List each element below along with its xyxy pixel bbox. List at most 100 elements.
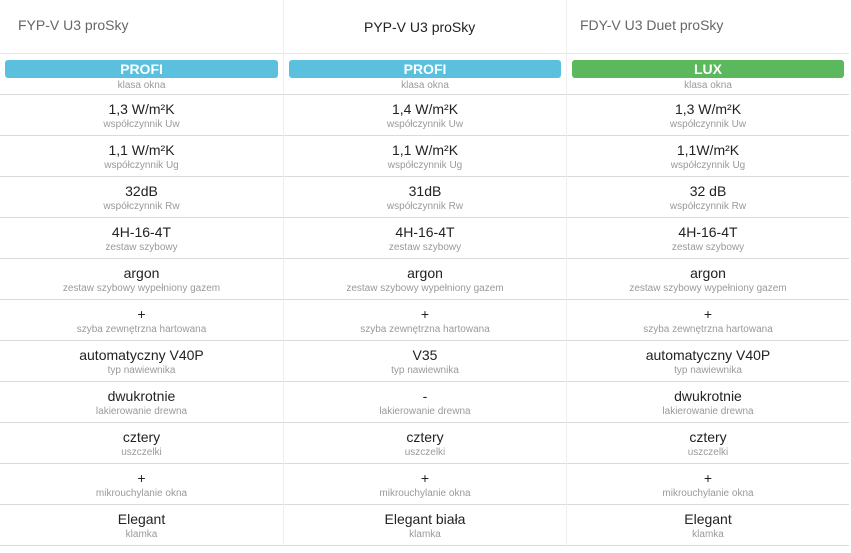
spec-label: klasa okna	[684, 80, 732, 91]
spec-label: uszczelki	[687, 447, 729, 458]
spec-value: Elegant biała	[384, 511, 466, 527]
spec-label: uszczelki	[404, 447, 446, 458]
spec-label: typ nawiewnika	[674, 365, 742, 376]
spec-value: 4H-16-4T	[395, 224, 455, 240]
spec-value: +	[137, 306, 146, 322]
spec-cell: V35 typ nawiewnika	[284, 341, 566, 382]
spec-label: współczynnik Ug	[104, 160, 179, 171]
spec-label: szyba zewnętrzna hartowana	[360, 324, 490, 335]
spec-cell: cztery uszczelki	[567, 423, 849, 464]
spec-label: lakierowanie drewna	[379, 406, 471, 417]
spec-value: 32dB	[125, 183, 158, 199]
spec-cell: 4H-16-4T zestaw szybowy	[0, 218, 283, 259]
spec-value: 1,1W/m²K	[676, 142, 740, 158]
spec-value: 1,4 W/m²K	[391, 101, 459, 117]
spec-label: współczynnik Rw	[386, 201, 464, 212]
spec-cell: argon zestaw szybowy wypełniony gazem	[567, 259, 849, 300]
spec-cell: 4H-16-4T zestaw szybowy	[567, 218, 849, 259]
spec-cell: klasa okna	[0, 80, 283, 95]
spec-label: zestaw szybowy	[105, 242, 178, 253]
spec-value: cztery	[689, 429, 727, 445]
spec-cell: + szyba zewnętrzna hartowana	[284, 300, 566, 341]
spec-cell: dwukrotnie lakierowanie drewna	[567, 382, 849, 423]
spec-cell: + szyba zewnętrzna hartowana	[567, 300, 849, 341]
spec-value: -	[422, 388, 428, 404]
spec-label: zestaw szybowy	[671, 242, 745, 253]
class-badge-wrap: PROFI	[284, 54, 566, 80]
spec-label: klamka	[692, 529, 724, 540]
spec-label: lakierowanie drewna	[662, 406, 754, 417]
spec-value: +	[703, 470, 713, 486]
spec-cell: + mikrouchylanie okna	[0, 464, 283, 505]
class-badge-wrap: LUX	[567, 54, 849, 80]
spec-label: mikrouchylanie okna	[379, 488, 471, 499]
product-title[interactable]: FYP-V U3 proSky	[0, 0, 283, 54]
product-column-2: PYP-V U3 proSky PROFI klasa okna 1,4 W/m²K w…	[283, 0, 566, 546]
spec-cell: 1,3 W/m²K współczynnik Uw	[0, 95, 283, 136]
spec-value: +	[703, 306, 713, 322]
spec-value: automatyczny V40P	[645, 347, 771, 363]
spec-cell: Elegant klamka	[0, 505, 283, 546]
spec-cell: + szyba zewnętrzna hartowana	[0, 300, 283, 341]
spec-label: współczynnik Uw	[103, 119, 180, 130]
spec-label: typ nawiewnika	[107, 365, 176, 376]
spec-value: argon	[123, 265, 160, 281]
product-title[interactable]: FDY-V U3 Duet proSky	[567, 0, 849, 54]
spec-cell: argon zestaw szybowy wypełniony gazem	[0, 259, 283, 300]
spec-cell: 1,1W/m²K współczynnik Ug	[567, 136, 849, 177]
spec-value: 1,3 W/m²K	[674, 101, 742, 117]
spec-cell: Elegant klamka	[567, 505, 849, 546]
spec-cell: automatyczny V40P typ nawiewnika	[0, 341, 283, 382]
spec-value: cztery	[122, 429, 161, 445]
spec-label: współczynnik Uw	[386, 119, 464, 130]
spec-cell: Elegant biała klamka	[284, 505, 566, 546]
product-column-1: FYP-V U3 proSky PROFI klasa okna 1,3 W/m²K w…	[0, 0, 283, 546]
spec-label: zestaw szybowy wypełniony gazem	[629, 283, 787, 294]
spec-label: szyba zewnętrzna hartowana	[643, 324, 773, 335]
spec-value: +	[137, 470, 146, 486]
spec-cell: cztery uszczelki	[284, 423, 566, 464]
window-class-badge: PROFI	[5, 60, 278, 78]
spec-value: 4H-16-4T	[111, 224, 172, 240]
spec-label: zestaw szybowy	[388, 242, 462, 253]
spec-cell: 1,1 W/m²K współczynnik Ug	[0, 136, 283, 177]
spec-label: współczynnik Rw	[103, 201, 180, 212]
spec-value: 31dB	[408, 183, 442, 199]
spec-cell: dwukrotnie lakierowanie drewna	[0, 382, 283, 423]
spec-value: argon	[690, 265, 726, 281]
spec-cell: automatyczny V40P typ nawiewnika	[567, 341, 849, 382]
spec-label: mikrouchylanie okna	[662, 488, 754, 499]
spec-value: Elegant	[117, 511, 166, 527]
product-title[interactable]: PYP-V U3 proSky	[284, 0, 566, 54]
spec-cell: klasa okna	[284, 80, 566, 95]
spec-value: 1,1 W/m²K	[108, 142, 175, 158]
spec-value: Elegant	[684, 511, 732, 527]
spec-value: +	[420, 306, 430, 322]
product-column-3: FDY-V U3 Duet proSky LUX klasa okna 1,3 W/m…	[566, 0, 849, 546]
spec-cell: 1,4 W/m²K współczynnik Uw	[284, 95, 566, 136]
spec-value: +	[420, 470, 430, 486]
spec-cell: 31dB współczynnik Rw	[284, 177, 566, 218]
spec-label: klasa okna	[117, 80, 166, 91]
spec-label: klamka	[409, 529, 441, 540]
spec-label: współczynnik Ug	[670, 160, 746, 171]
window-class-badge: LUX	[572, 60, 844, 78]
window-class-badge: PROFI	[289, 60, 561, 78]
spec-label: klamka	[125, 529, 158, 540]
spec-label: zestaw szybowy wypełniony gazem	[346, 283, 504, 294]
spec-cell: - lakierowanie drewna	[284, 382, 566, 423]
spec-label: uszczelki	[121, 447, 162, 458]
spec-value: dwukrotnie	[107, 388, 176, 404]
spec-label: współczynnik Uw	[669, 119, 747, 130]
spec-cell: 4H-16-4T zestaw szybowy	[284, 218, 566, 259]
spec-cell: 32 dB współczynnik Rw	[567, 177, 849, 218]
spec-cell: 32dB współczynnik Rw	[0, 177, 283, 218]
class-badge-wrap: PROFI	[0, 54, 283, 80]
spec-value: 1,3 W/m²K	[108, 101, 175, 117]
spec-value: 32 dB	[689, 183, 727, 199]
spec-label: współczynnik Rw	[669, 201, 747, 212]
spec-label: szyba zewnętrzna hartowana	[76, 324, 207, 335]
spec-value: V35	[412, 347, 438, 363]
spec-cell: 1,1 W/m²K współczynnik Ug	[284, 136, 566, 177]
spec-cell: argon zestaw szybowy wypełniony gazem	[284, 259, 566, 300]
